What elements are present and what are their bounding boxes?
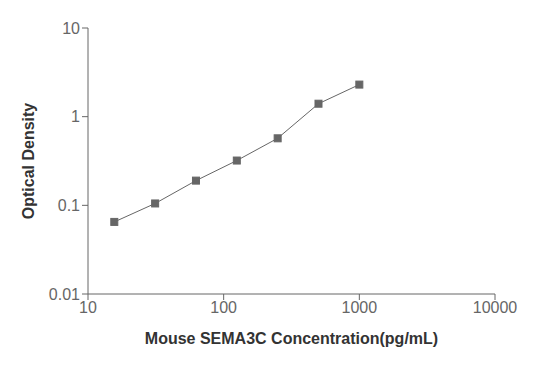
svg-text:10000: 10000 bbox=[473, 299, 518, 316]
svg-text:10: 10 bbox=[79, 299, 97, 316]
svg-text:Optical Density: Optical Density bbox=[20, 103, 37, 220]
svg-text:0.1: 0.1 bbox=[58, 197, 80, 214]
svg-text:1: 1 bbox=[71, 108, 80, 125]
svg-text:Mouse SEMA3C Concentration(pg/: Mouse SEMA3C Concentration(pg/mL) bbox=[145, 330, 438, 347]
svg-text:100: 100 bbox=[210, 299, 237, 316]
svg-text:10: 10 bbox=[62, 20, 80, 37]
svg-text:1000: 1000 bbox=[342, 299, 378, 316]
svg-text:0.01: 0.01 bbox=[49, 286, 80, 303]
